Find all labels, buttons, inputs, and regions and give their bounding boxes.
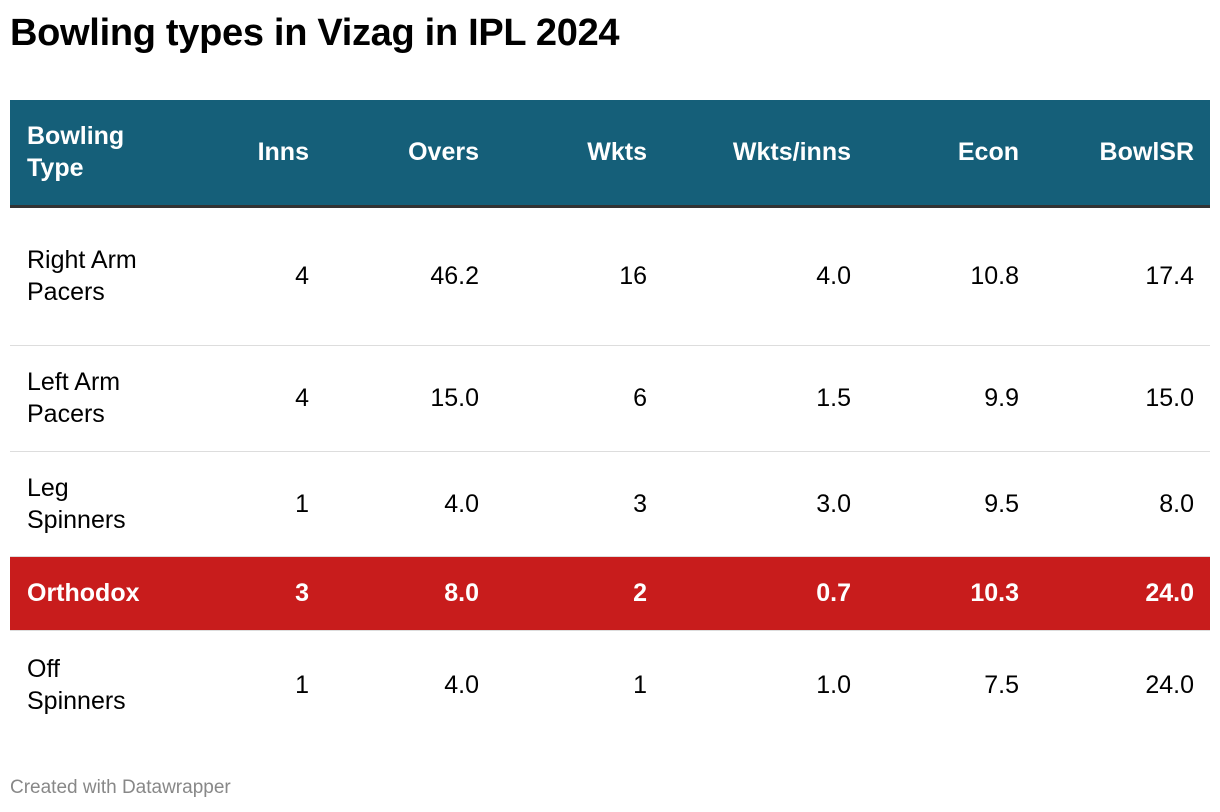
column-header[interactable]: Inns (200, 100, 325, 208)
table-cell: Right Arm Pacers (10, 206, 200, 345)
table-cell: 15.0 (325, 345, 495, 451)
cell-value: 16 (619, 262, 647, 290)
row-label: Off Spinners (27, 655, 126, 716)
cell-value: 9.9 (984, 384, 1019, 412)
table-cell: 2 (495, 556, 663, 630)
table-cell: 1 (200, 451, 325, 556)
header-row: Bowling Type Inns Overs Wkts Wkts/inns Econ Bo… (10, 100, 1210, 208)
table-cell: 1.0 (663, 630, 867, 740)
table-cell: Orthodox (10, 556, 200, 630)
row-label: Right Arm Pacers (27, 246, 137, 306)
cell-value: 9.5 (984, 489, 1019, 518)
table-row: Leg Spinners 1 4.0 3 3.0 9.5 8.0 (10, 451, 1210, 556)
table-row: Left Arm Pacers 4 15.0 6 1.5 9.9 15.0 (10, 345, 1210, 451)
cell-value: 6 (633, 384, 647, 412)
table-cell: 6 (495, 345, 663, 451)
table-row: Right Arm Pacers 4 46.2 16 4.0 10.8 17.4 (10, 206, 1210, 345)
table-cell: Leg Spinners (10, 451, 200, 556)
cell-value: 8.0 (1159, 489, 1194, 518)
cell-value: 2 (633, 579, 647, 607)
table-cell: 3 (200, 556, 325, 630)
row-label: Orthodox (27, 579, 140, 607)
table-cell: 10.8 (867, 206, 1035, 345)
table-cell: 7.5 (867, 630, 1035, 740)
cell-value: 1 (295, 489, 309, 518)
footer-credit: Created with Datawrapper (10, 777, 231, 798)
column-header-label: Bowling Type (27, 122, 125, 183)
cell-value: 4 (295, 262, 309, 290)
table-row: Off Spinners 1 4.0 1 1.0 7.5 24.0 (10, 630, 1210, 740)
cell-value: 24.0 (1145, 579, 1194, 607)
column-header[interactable]: BowlSR (1035, 100, 1210, 208)
table-cell: 4.0 (663, 206, 867, 345)
table-cell: 0.7 (663, 556, 867, 630)
table-cell: 4.0 (325, 451, 495, 556)
column-header-label: BowlSR (1099, 138, 1194, 167)
column-header[interactable]: Wkts/inns (663, 100, 867, 208)
cell-value: 0.7 (816, 579, 851, 607)
column-header-label: Overs (408, 138, 479, 167)
column-header-label: Wkts (587, 138, 647, 167)
cell-value: 1 (295, 671, 309, 700)
cell-value: 10.3 (970, 579, 1019, 607)
table-cell: 24.0 (1035, 630, 1210, 740)
table-cell: 15.0 (1035, 345, 1210, 451)
table-cell: 1.5 (663, 345, 867, 451)
column-header-label: Econ (957, 138, 1019, 167)
table-cell: 4 (200, 206, 325, 345)
table-cell: 10.3 (867, 556, 1035, 630)
column-header-label: Inns (257, 138, 309, 167)
cell-value: 1 (633, 671, 647, 700)
table-row: Orthodox 3 8.0 2 0.7 10.3 24.0 (10, 556, 1210, 630)
bowling-table: Bowling Type Inns Overs Wkts Wkts/inns Econ Bo… (10, 100, 1210, 740)
cell-value: 8.0 (444, 579, 479, 607)
cell-value: 4.0 (444, 671, 479, 700)
table-cell: 9.9 (867, 345, 1035, 451)
table-cell: 16 (495, 206, 663, 345)
cell-value: 10.8 (970, 262, 1019, 290)
column-header[interactable]: Econ (867, 100, 1035, 208)
table-cell: 8.0 (1035, 451, 1210, 556)
cell-value: 3 (295, 579, 309, 607)
column-header-label: Wkts/inns (732, 138, 851, 167)
table-cell: 3 (495, 451, 663, 556)
cell-value: 4 (295, 384, 309, 412)
cell-value: 1.0 (816, 671, 851, 700)
table-cell: 4.0 (325, 630, 495, 740)
table-cell: 1 (495, 630, 663, 740)
column-header[interactable]: Overs (325, 100, 495, 208)
column-header[interactable]: Wkts (495, 100, 663, 208)
cell-value: 15.0 (430, 384, 479, 412)
table-cell: 1 (200, 630, 325, 740)
cell-value: 4.0 (444, 489, 479, 518)
cell-value: 7.5 (984, 671, 1019, 700)
cell-value: 4.0 (816, 262, 851, 290)
table-cell: Off Spinners (10, 630, 200, 740)
cell-value: 24.0 (1145, 671, 1194, 700)
cell-value: 15.0 (1145, 384, 1194, 412)
cell-value: 3.0 (816, 489, 851, 518)
table-cell: 8.0 (325, 556, 495, 630)
table-cell: 24.0 (1035, 556, 1210, 630)
table-cell: 9.5 (867, 451, 1035, 556)
table-cell: 4 (200, 345, 325, 451)
chart-title: Bowling types in Vizag in IPL 2024 (10, 12, 620, 54)
table-cell: Left Arm Pacers (10, 345, 200, 451)
column-header[interactable]: Bowling Type (10, 100, 200, 208)
cell-value: 1.5 (816, 384, 851, 412)
table-cell: 17.4 (1035, 206, 1210, 345)
table-cell: 46.2 (325, 206, 495, 345)
cell-value: 3 (633, 489, 647, 518)
row-label: Left Arm Pacers (27, 368, 121, 428)
table-cell: 3.0 (663, 451, 867, 556)
cell-value: 17.4 (1145, 262, 1194, 290)
row-label: Leg Spinners (27, 473, 126, 534)
cell-value: 46.2 (430, 262, 479, 290)
